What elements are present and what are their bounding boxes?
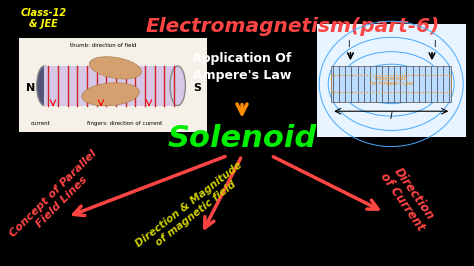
Text: Application Of
Ampere's Law: Application Of Ampere's Law <box>192 52 292 82</box>
Ellipse shape <box>89 57 141 79</box>
Text: Direction & Magnitude
of magnetic field: Direction & Magnitude of magnetic field <box>134 160 251 258</box>
Text: I: I <box>433 40 435 49</box>
Text: Electromagnetism(part-6): Electromagnetism(part-6) <box>146 17 440 36</box>
Text: Integral path
for Ampere's Law: Integral path for Ampere's Law <box>370 76 413 86</box>
Text: $l$: $l$ <box>389 109 393 121</box>
Text: fingers: direction of current: fingers: direction of current <box>87 121 163 126</box>
Bar <box>19 38 207 132</box>
Bar <box>317 24 465 137</box>
Text: Solenoid: Solenoid <box>167 124 317 153</box>
Bar <box>45 66 178 106</box>
Text: Class-12
& JEE: Class-12 & JEE <box>20 7 66 29</box>
Text: N: N <box>26 83 36 93</box>
Text: S: S <box>193 83 201 93</box>
Text: I: I <box>347 40 350 49</box>
Text: Direction
of Current: Direction of Current <box>377 162 439 234</box>
Ellipse shape <box>170 66 185 106</box>
Ellipse shape <box>82 83 139 106</box>
Text: current: current <box>31 121 50 126</box>
Text: Concept of Parallel
Field Lines: Concept of Parallel Field Lines <box>9 148 107 247</box>
Ellipse shape <box>36 66 52 106</box>
Text: thumb: direction of field: thumb: direction of field <box>70 43 137 48</box>
Bar <box>331 66 451 102</box>
